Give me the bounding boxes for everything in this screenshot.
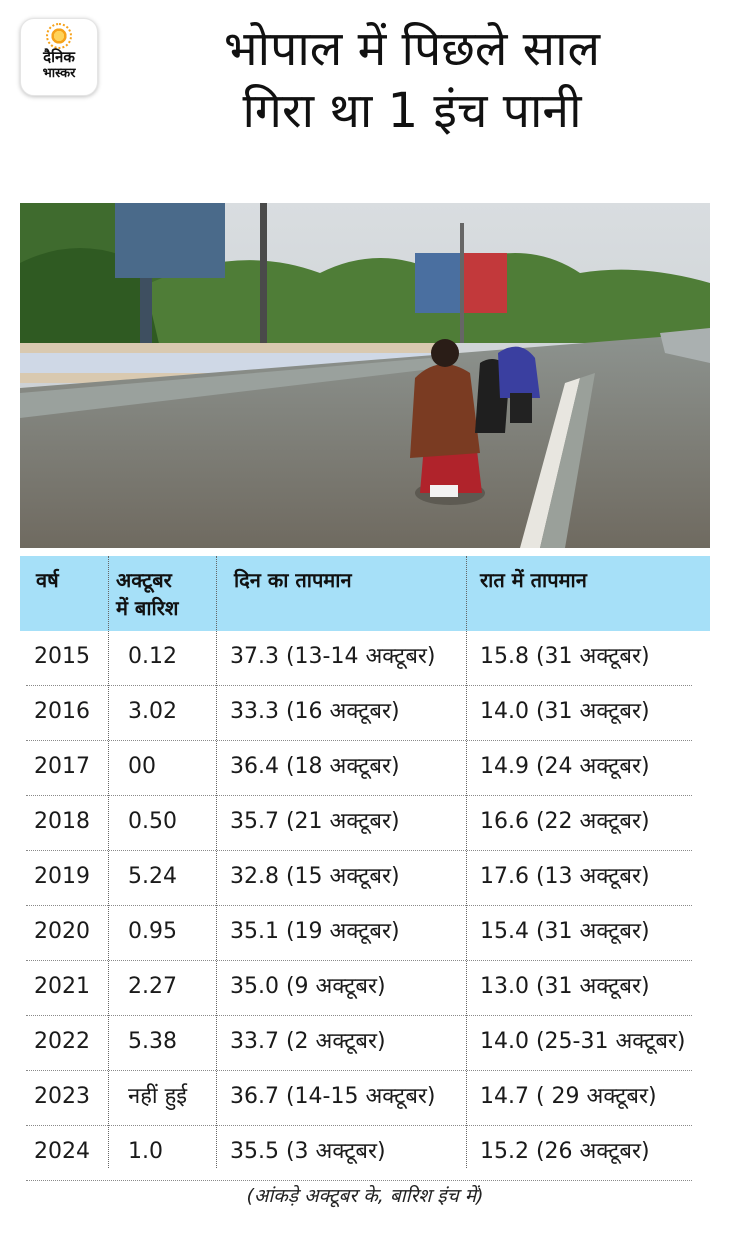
year-cell: 2016 xyxy=(34,699,90,724)
day-temp-cell: 35.0 (9 अक्टूबर) xyxy=(230,974,386,999)
day-temp-cell: 35.5 (3 अक्टूबर) xyxy=(230,1139,386,1164)
header-october-rain: अक्टूबर में बारिश xyxy=(116,568,179,620)
night-temp-cell: 14.9 (24 अक्टूबर) xyxy=(480,754,650,779)
title-line1: भोपाल में पिछले साल xyxy=(223,21,601,77)
table-row: 2024 1.0 35.5 (3 अक्टूबर) 15.2 (26 अक्टूबर) xyxy=(26,1126,692,1181)
rain-cell: नहीं हुई xyxy=(128,1084,188,1109)
brand-name-line2: भास्कर xyxy=(42,66,76,81)
table-row: 2020 0.95 35.1 (19 अक्टूबर) 15.4 (31 अक्टूब… xyxy=(26,906,692,961)
year-cell: 2015 xyxy=(34,644,90,669)
page-title: भोपाल में पिछले साल गिरा था 1 इंच पानी xyxy=(112,18,712,142)
night-temp-cell: 15.8 (31 अक्टूबर) xyxy=(480,644,650,669)
column-divider xyxy=(216,556,217,1168)
night-temp-cell: 14.7 ( 29 अक्टूबर) xyxy=(480,1084,657,1109)
year-cell: 2024 xyxy=(34,1139,90,1164)
table-row: 2021 2.27 35.0 (9 अक्टूबर) 13.0 (31 अक्टूबर… xyxy=(26,961,692,1016)
day-temp-cell: 33.3 (16 अक्टूबर) xyxy=(230,699,400,724)
day-temp-cell: 37.3 (13-14 अक्टूबर) xyxy=(230,644,436,669)
rain-cell: 5.24 xyxy=(128,864,177,889)
table-body: 2015 0.12 37.3 (13-14 अक्टूबर) 15.8 (31 अक्… xyxy=(20,631,710,1181)
table-row: 2022 5.38 33.7 (2 अक्टूबर) 14.0 (25-31 अक्ट… xyxy=(26,1016,692,1071)
night-temp-cell: 13.0 (31 अक्टूबर) xyxy=(480,974,650,999)
rain-cell: 00 xyxy=(128,754,156,779)
day-temp-cell: 35.1 (19 अक्टूबर) xyxy=(230,919,400,944)
night-temp-cell: 17.6 (13 अक्टूबर) xyxy=(480,864,650,889)
title-line2: गिरा था 1 इंच पानी xyxy=(242,83,582,139)
table-row: 2016 3.02 33.3 (16 अक्टूबर) 14.0 (31 अक्टूब… xyxy=(26,686,692,741)
night-temp-cell: 14.0 (31 अक्टूबर) xyxy=(480,699,650,724)
flooded-road-photo xyxy=(20,203,710,548)
night-temp-cell: 15.2 (26 अक्टूबर) xyxy=(480,1139,650,1164)
day-temp-cell: 33.7 (2 अक्टूबर) xyxy=(230,1029,386,1054)
rain-cell: 0.50 xyxy=(128,809,177,834)
year-cell: 2020 xyxy=(34,919,90,944)
footnote: (आंकड़े अक्टूबर के, बारिश इंच में) xyxy=(246,1185,484,1207)
rainfall-temperature-table: वर्ष अक्टूबर में बारिश दिन का तापमान रात… xyxy=(20,556,710,1181)
rain-cell: 5.38 xyxy=(128,1029,177,1054)
brand-logo: दैनिक भास्कर xyxy=(20,18,98,96)
table-row: 2017 00 36.4 (18 अक्टूबर) 14.9 (24 अक्टूबर) xyxy=(26,741,692,796)
sun-icon xyxy=(46,23,72,49)
day-temp-cell: 36.7 (14-15 अक्टूबर) xyxy=(230,1084,436,1109)
year-cell: 2018 xyxy=(34,809,90,834)
column-divider xyxy=(466,556,467,1168)
year-cell: 2017 xyxy=(34,754,90,779)
year-cell: 2022 xyxy=(34,1029,90,1054)
night-temp-cell: 15.4 (31 अक्टूबर) xyxy=(480,919,650,944)
rain-cell: 3.02 xyxy=(128,699,177,724)
table-header: वर्ष अक्टूबर में बारिश दिन का तापमान रात… xyxy=(20,556,710,631)
day-temp-cell: 36.4 (18 अक्टूबर) xyxy=(230,754,400,779)
day-temp-cell: 35.7 (21 अक्टूबर) xyxy=(230,809,400,834)
year-cell: 2023 xyxy=(34,1084,90,1109)
year-cell: 2021 xyxy=(34,974,90,999)
table-row: 2015 0.12 37.3 (13-14 अक्टूबर) 15.8 (31 अक्… xyxy=(26,631,692,686)
brand-name-line1: दैनिक xyxy=(43,48,75,66)
column-divider xyxy=(108,556,109,1168)
night-temp-cell: 16.6 (22 अक्टूबर) xyxy=(480,809,650,834)
night-temp-cell: 14.0 (25-31 अक्टूबर) xyxy=(480,1029,686,1054)
header-night-temperature: रात में तापमान xyxy=(480,568,587,592)
rain-cell: 0.12 xyxy=(128,644,177,669)
header-day-temperature: दिन का तापमान xyxy=(234,568,352,592)
table-row: 2019 5.24 32.8 (15 अक्टूबर) 17.6 (13 अक्टूब… xyxy=(26,851,692,906)
table-row: 2023 नहीं हुई 36.7 (14-15 अक्टूबर) 14.7 ( 2… xyxy=(26,1071,692,1126)
header-year: वर्ष xyxy=(36,568,59,592)
rain-cell: 0.95 xyxy=(128,919,177,944)
rain-cell: 2.27 xyxy=(128,974,177,999)
table-row: 2018 0.50 35.7 (21 अक्टूबर) 16.6 (22 अक्टूब… xyxy=(26,796,692,851)
rain-cell: 1.0 xyxy=(128,1139,163,1164)
year-cell: 2019 xyxy=(34,864,90,889)
day-temp-cell: 32.8 (15 अक्टूबर) xyxy=(230,864,400,889)
